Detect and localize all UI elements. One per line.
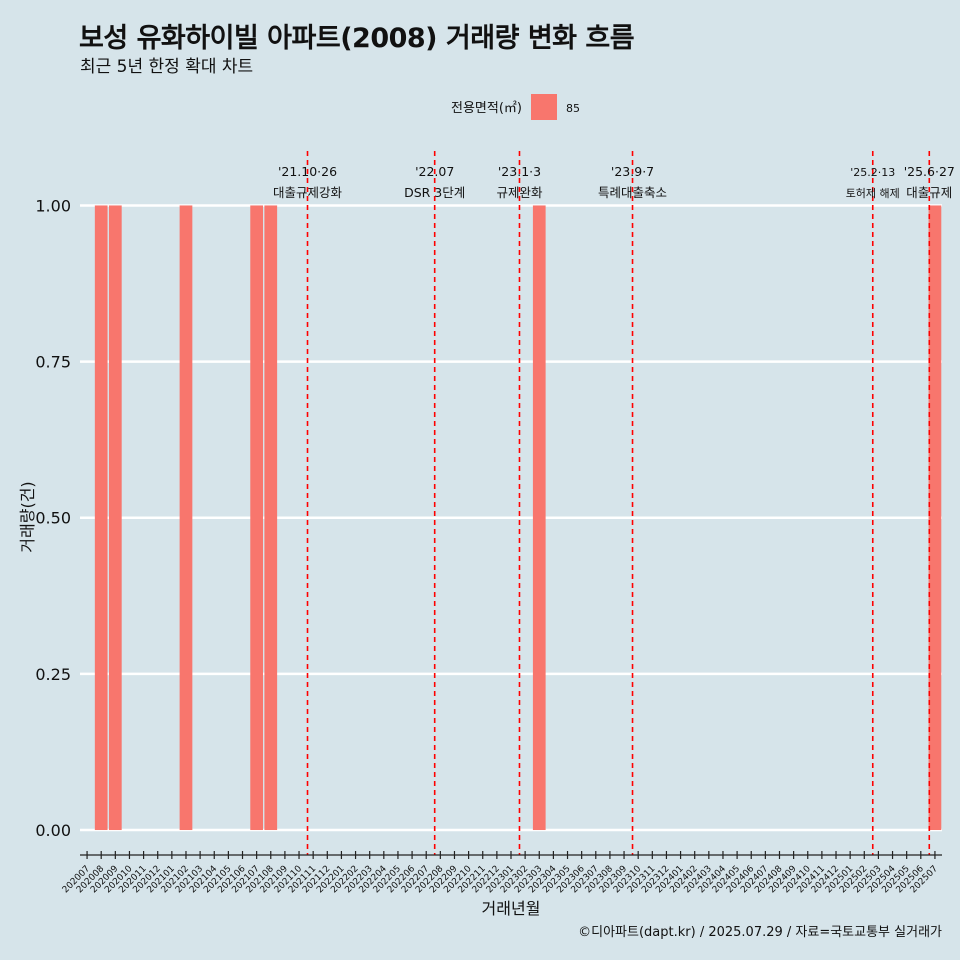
x-axis: 2020072020082020092020102020112020122021…: [61, 851, 942, 895]
source-caption: ©디아파트(dapt.kr) / 2025.07.29 / 자료=국토교통부 실…: [578, 925, 942, 940]
legend: 전용면적(㎡) 85: [451, 94, 580, 120]
bar-202102: [179, 205, 193, 831]
annotation-label: DSR 3단계: [404, 185, 465, 200]
legend-swatch: [531, 94, 557, 120]
x-axis-label: 거래년월: [482, 899, 541, 918]
y-tick-label: 0.50: [35, 509, 71, 528]
y-tick-label: 0.25: [35, 665, 71, 684]
annotation-label: 토허제 해제: [846, 186, 900, 200]
bar-202303: [532, 205, 546, 831]
legend-title: 전용면적(㎡): [451, 101, 522, 116]
annotation-label: 특례대출축소: [598, 185, 667, 200]
bar-202108: [264, 205, 278, 831]
annotation-lines: '21.10·26 대출규제강화 '22.07 DSR 3단계 '23.1·3 규제완화 '…: [273, 151, 955, 855]
legend-entry: 85: [566, 102, 580, 115]
bar-202107: [250, 205, 263, 831]
y-axis-label: 거래량(건): [18, 481, 37, 552]
annotation-date: '25.6·27: [904, 164, 955, 179]
bar-202008: [94, 205, 108, 831]
annotation-label: 대출규제: [906, 185, 952, 200]
annotation-date: '25.2·13: [850, 166, 895, 179]
y-tick-label: 0.00: [35, 821, 71, 840]
chart-subtitle: 최근 5년 한정 확대 차트: [80, 57, 254, 77]
chart-title: 보성 유화하이빌 아파트(2008) 거래량 변화 흐름: [79, 23, 635, 54]
annotation-date: '22.07: [415, 164, 454, 179]
annotation-date: '23.1·3: [498, 164, 541, 179]
y-tick-label: 0.75: [35, 353, 71, 372]
annotation-label: 규제완화: [496, 185, 543, 200]
annotation-date: '21.10·26: [278, 164, 337, 179]
y-tick-label: 1.00: [35, 196, 71, 215]
bar-202009: [108, 205, 122, 831]
annotation-date: '23.9·7: [611, 164, 654, 179]
annotation-label: 대출규제강화: [273, 185, 343, 200]
y-axis: 0.00 0.25 0.50 0.75 1.00: [35, 196, 71, 840]
bars: [94, 205, 942, 831]
bar-202507: [928, 205, 942, 831]
gridlines: [80, 204, 942, 832]
